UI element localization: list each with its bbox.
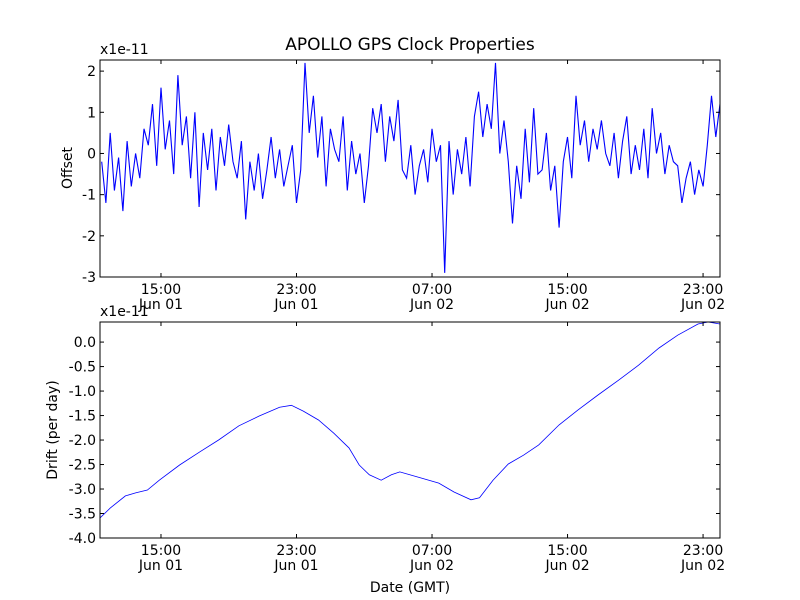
x-tick-label-date: Jun 02 [544, 297, 589, 313]
x-tick-label-date: Jun 01 [273, 297, 318, 313]
y-tick-label: 2 [87, 64, 96, 80]
y-tick-label: -3 [82, 270, 96, 286]
axes-frame [99, 321, 721, 539]
x-tick-label-date: Jun 02 [409, 558, 454, 574]
y-tick-label: -3.5 [69, 507, 96, 523]
y-tick-label: -4.0 [69, 531, 96, 547]
x-tick-label-time: 07:00 [412, 282, 452, 298]
x-tick-label-time: 23:00 [683, 543, 723, 559]
y-tick-label: -3.0 [69, 482, 96, 498]
x-tick-label-time: 23:00 [276, 282, 316, 298]
x-tick-label-time: 07:00 [412, 543, 452, 559]
axes-frame [99, 59, 721, 278]
y-tick-label: -1 [82, 188, 96, 204]
y-axis-label: Offset [60, 146, 76, 189]
y-tick-label: -2.0 [69, 433, 96, 449]
x-tick-label-date: Jun 01 [138, 558, 183, 574]
y-axis-label: Drift (per day) [45, 380, 61, 479]
y-tick-label: -2 [82, 229, 96, 245]
chart-title: APOLLO GPS Clock Properties [285, 35, 535, 55]
offset-multiplier-text: x1e-11 [100, 304, 149, 320]
y-tick-label: 1 [87, 105, 96, 121]
x-tick-label-time: 15:00 [547, 282, 587, 298]
y-tick-label: -2.5 [69, 458, 96, 474]
x-tick-label-date: Jun 02 [544, 558, 589, 574]
y-tick-label: -1.5 [69, 409, 96, 425]
drift-axes: 0.0 -0.5 -1.0 -1.5 -2.0 -2.5 -3.0 -3.5 -4.0 15:00… [45, 304, 725, 596]
x-tick-label-date: Jun 02 [680, 297, 725, 313]
x-axis-label: Date (GMT) [370, 580, 450, 596]
y-tick-label: -1.0 [69, 384, 96, 400]
x-tick-label-date: Jun 02 [680, 558, 725, 574]
x-tick-label-date: Jun 01 [138, 297, 183, 313]
x-tick-label-time: 15:00 [141, 282, 181, 298]
x-tick-label-date: Jun 02 [409, 297, 454, 313]
x-tick-label-time: 15:00 [547, 543, 587, 559]
data-series-line [101, 62, 720, 273]
y-tick-label: 0.0 [74, 335, 96, 351]
x-tick-label-date: Jun 01 [273, 558, 318, 574]
x-tick-label-time: 15:00 [141, 543, 181, 559]
offset-multiplier-text: x1e-11 [100, 42, 149, 58]
y-tick-label: 0 [87, 146, 96, 162]
y-tick-label: -0.5 [69, 360, 96, 376]
data-series-line [100, 322, 720, 519]
x-tick-label-time: 23:00 [276, 543, 316, 559]
x-tick-label-time: 23:00 [683, 282, 723, 298]
